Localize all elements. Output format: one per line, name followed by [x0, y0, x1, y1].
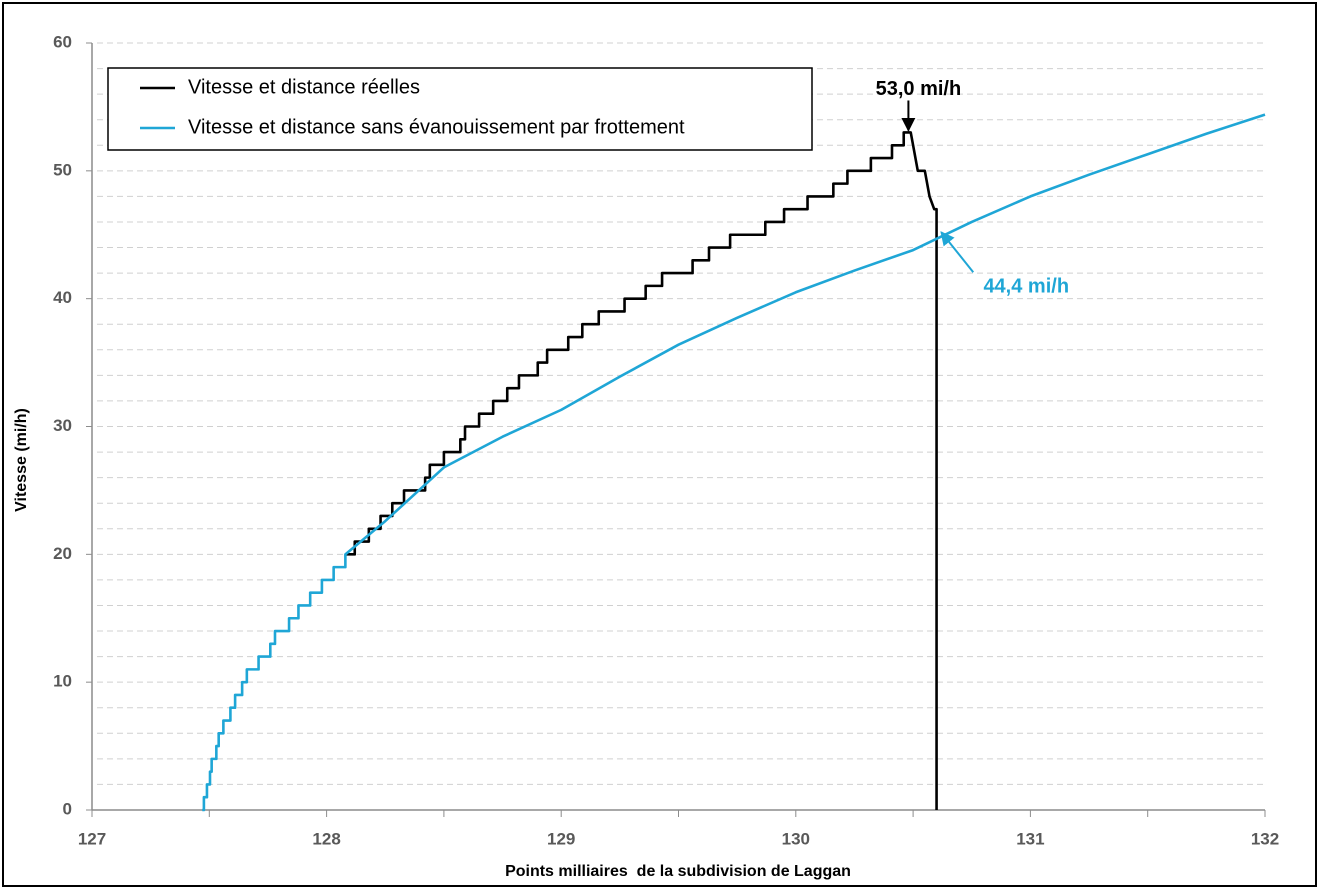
y-axis-label: Vitesse (mi/h)	[13, 408, 30, 512]
legend-label: Vitesse et distance sans évanouissement …	[188, 116, 685, 138]
x-tick-label: 132	[1251, 829, 1279, 848]
series-line	[202, 113, 1266, 812]
x-tick-label: 127	[78, 829, 106, 848]
x-tick-label: 128	[312, 829, 340, 848]
y-tick-label: 60	[53, 32, 72, 51]
x-axis-label: Points milliaires de la subdivision de L…	[505, 863, 851, 880]
y-tick-label: 40	[53, 288, 72, 307]
annotation-label: 44,4 mi/h	[983, 275, 1069, 297]
x-tick-label: 130	[782, 829, 810, 848]
annotation-label: 53,0 mi/h	[876, 78, 962, 100]
y-tick-label: 30	[53, 416, 72, 435]
y-tick-label: 20	[53, 544, 72, 563]
y-tick-label: 50	[53, 160, 72, 179]
annotation-arrow	[940, 231, 975, 273]
x-tick-label: 131	[1016, 829, 1044, 848]
series-line	[345, 131, 938, 810]
x-tick-label: 129	[547, 829, 575, 848]
legend-label: Vitesse et distance réelles	[188, 76, 420, 98]
y-tick-label: 0	[63, 799, 72, 818]
legend-box	[107, 67, 813, 151]
y-tick-label: 10	[53, 672, 72, 691]
